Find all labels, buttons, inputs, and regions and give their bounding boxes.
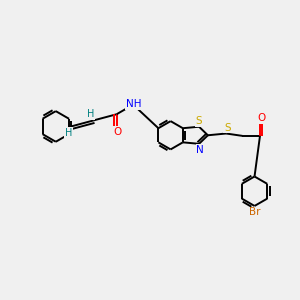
Text: O: O [257, 113, 265, 123]
Text: NH: NH [126, 99, 142, 109]
Text: H: H [87, 109, 94, 119]
Text: S: S [224, 123, 231, 133]
Text: Br: Br [249, 207, 260, 218]
Text: S: S [196, 116, 202, 126]
Text: O: O [114, 127, 122, 136]
Text: N: N [196, 145, 204, 155]
Text: H: H [65, 128, 72, 138]
